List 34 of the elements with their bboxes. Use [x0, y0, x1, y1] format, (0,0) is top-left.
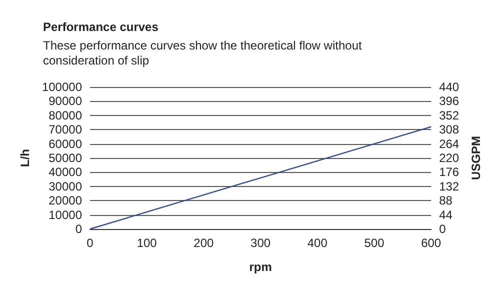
y2-tick-label: 44	[439, 208, 453, 222]
y-axis-title: L/h	[18, 149, 32, 167]
y2-tick-label: 396	[439, 94, 460, 108]
y-tick-label: 30000	[48, 179, 82, 194]
y-tick-label: 0	[75, 222, 82, 236]
y2-tick-label: 352	[439, 108, 460, 122]
y2-tick-label: 264	[439, 136, 460, 151]
y-tick-label: 50000	[48, 151, 82, 165]
y2-tick-label: 440	[439, 80, 460, 94]
y-tick-label: 100000	[42, 80, 82, 94]
x-tick-label: 300	[250, 236, 271, 250]
chart-subtitle: These performance curves show the theoretical flow without consideration of slip	[43, 38, 362, 68]
y2-tick-label: 88	[439, 194, 453, 208]
x-tick-label: 100	[136, 236, 158, 250]
y-tick-label: 10000	[48, 208, 82, 222]
y2-tick-label: 308	[439, 122, 460, 137]
y2-tick-label: 176	[439, 165, 460, 180]
y-tick-label: 20000	[48, 194, 82, 208]
y2-tick-label: 0	[439, 222, 446, 236]
x-tick-label: 500	[364, 236, 385, 250]
y2-tick-label: 220	[439, 151, 460, 165]
y-tick-label: 40000	[48, 165, 82, 180]
x-tick-label: 0	[86, 236, 94, 250]
y-tick-label: 80000	[48, 108, 82, 122]
chart-title: Performance curves	[43, 20, 159, 34]
y2-axis-title: USGPM	[469, 136, 483, 180]
x-tick-label: 400	[307, 236, 328, 250]
y2-tick-label: 132	[439, 179, 460, 194]
x-tick-label: 200	[194, 236, 214, 250]
x-tick-label: 600	[421, 236, 442, 250]
y-tick-label: 60000	[48, 136, 82, 151]
y-tick-label: 90000	[48, 94, 82, 108]
x-axis-title: rpm	[249, 260, 272, 274]
y-tick-label: 70000	[48, 122, 82, 137]
